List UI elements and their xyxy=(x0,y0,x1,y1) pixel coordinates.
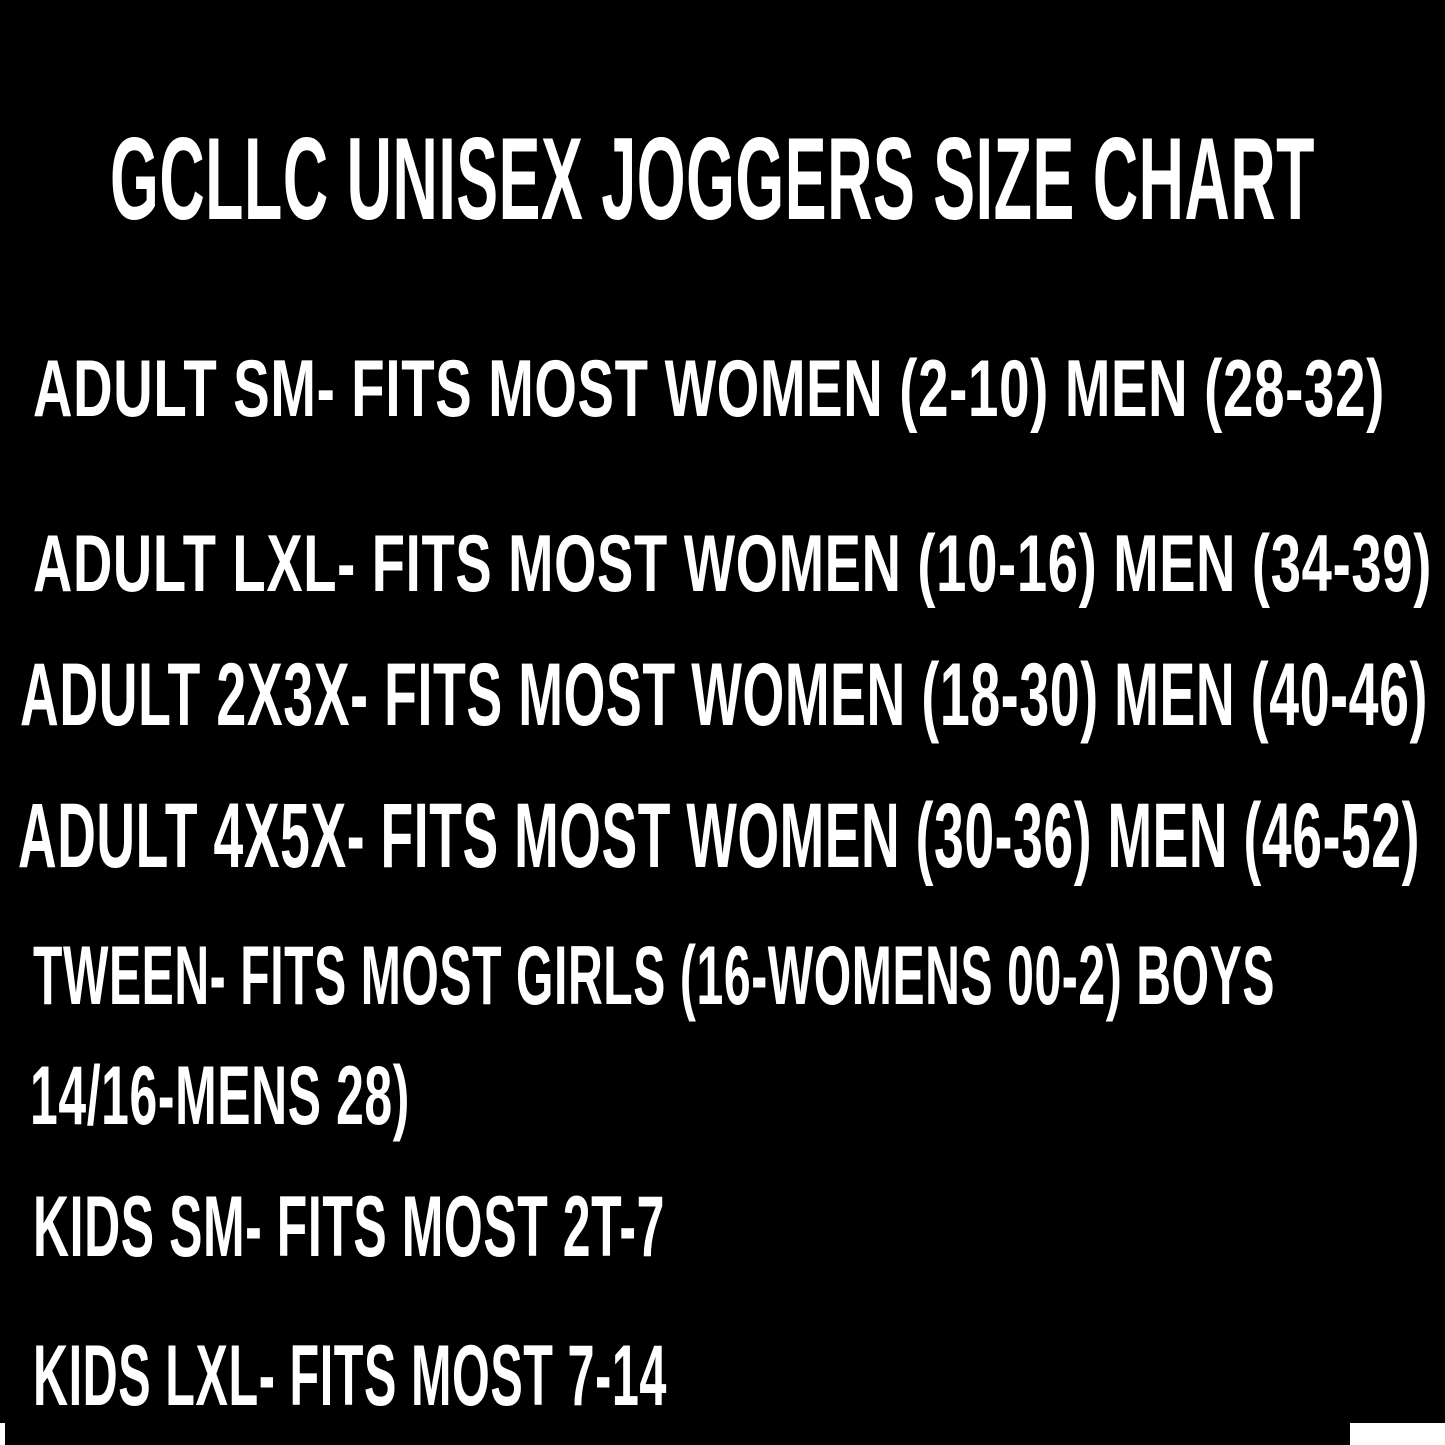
size-line-kids-sm: KIDS SM- FITS MOST 2T-7 xyxy=(33,1178,665,1275)
background-bottom xyxy=(5,1420,1350,1445)
page-title: GCLLC UNISEX JOGGERS SIZE CHART xyxy=(110,112,1315,244)
size-line-adult-4x5x: ADULT 4X5X- FITS MOST WOMEN (30-36) MEN … xyxy=(18,784,1420,887)
size-line-adult-lxl: ADULT LXL- FITS MOST WOMEN (10-16) MEN (… xyxy=(33,518,1432,609)
size-line-kids-lxl: KIDS LXL- FITS MOST 7-14 xyxy=(33,1327,667,1424)
size-line-tween: TWEEN- FITS MOST GIRLS (16-WOMENS 00-2) … xyxy=(33,929,1275,1023)
size-line-tween-continued: 14/16-MENS 28) xyxy=(30,1049,410,1143)
size-line-adult-sm: ADULT SM- FITS MOST WOMEN (2-10) MEN (28… xyxy=(33,343,1385,434)
size-line-adult-2x3x: ADULT 2X3X- FITS MOST WOMEN (18-30) MEN … xyxy=(20,645,1428,745)
